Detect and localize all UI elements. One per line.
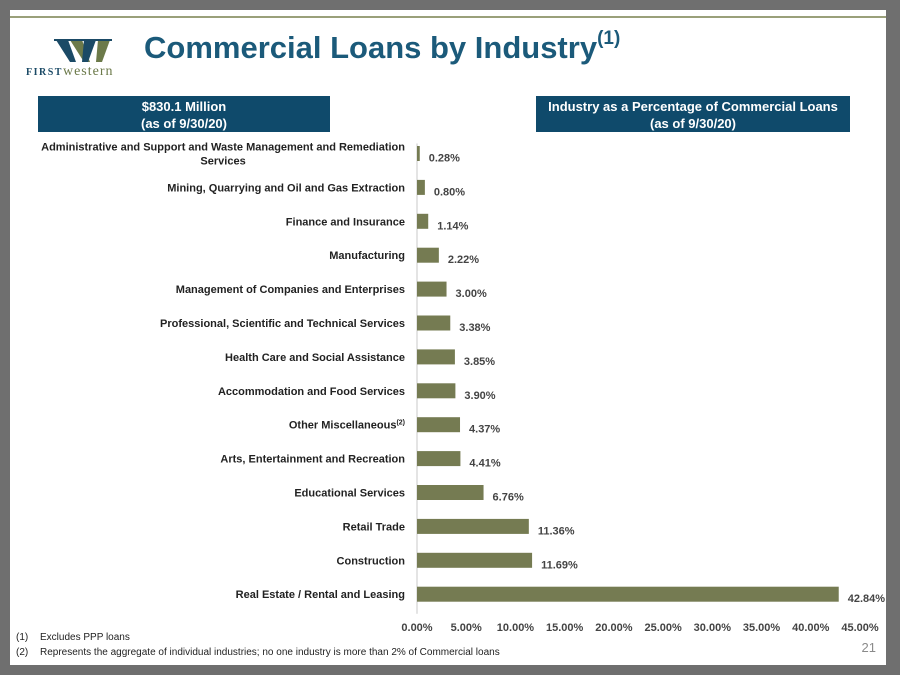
- category-label: Finance and Insurance: [286, 216, 405, 228]
- bar: [417, 451, 460, 466]
- bar: [417, 519, 529, 534]
- bar-value-label: 0.80%: [434, 186, 465, 198]
- bar-value-label: 11.69%: [541, 559, 578, 571]
- bar: [417, 485, 484, 500]
- bar-value-label: 3.38%: [459, 322, 490, 334]
- x-tick-label: 40.00%: [792, 622, 830, 634]
- page-number: 21: [862, 640, 876, 655]
- bar: [417, 316, 450, 331]
- bar-value-label: 3.90%: [464, 390, 495, 402]
- category-label-continued: Services: [200, 156, 245, 168]
- bar-value-label: 2.22%: [448, 254, 479, 266]
- x-tick-label: 20.00%: [595, 622, 633, 634]
- category-label: Construction: [337, 555, 406, 567]
- bar-value-label: 4.41%: [469, 458, 500, 470]
- bar: [417, 553, 532, 568]
- x-tick-label: 45.00%: [841, 622, 879, 634]
- footnotes: (1) Excludes PPP loans (2) Represents the …: [16, 630, 500, 660]
- category-label: Accommodation and Food Services: [218, 386, 405, 398]
- footnote-2-number: (2): [16, 645, 40, 660]
- bar-value-label: 3.00%: [456, 288, 487, 300]
- category-label: Professional, Scientific and Technical S…: [160, 318, 405, 330]
- category-label: Other Miscellaneous(2): [289, 420, 405, 432]
- bar: [417, 349, 455, 364]
- slide: FIRSTwestern Commercial Loans by Industr…: [10, 10, 886, 665]
- bar: [417, 180, 425, 195]
- x-tick-label: 30.00%: [694, 622, 732, 634]
- category-label: Educational Services: [294, 488, 405, 500]
- category-label: Health Care and Social Assistance: [225, 352, 405, 364]
- category-label: Management of Companies and Enterprises: [176, 284, 405, 296]
- footnote-2: (2) Represents the aggregate of individua…: [16, 645, 500, 660]
- bar-value-label: 11.36%: [538, 525, 575, 537]
- bar: [417, 146, 420, 161]
- footnote-1-number: (1): [16, 630, 40, 645]
- bar: [417, 417, 460, 432]
- footnote-2-text: Represents the aggregate of individual i…: [40, 647, 500, 658]
- bar-value-label: 3.85%: [464, 356, 495, 368]
- category-label: Real Estate / Rental and Leasing: [236, 589, 405, 601]
- footnote-1-text: Excludes PPP loans: [40, 632, 130, 643]
- industry-bar-chart: 0.28% Administrative and Support and Wast…: [10, 10, 886, 665]
- bar-value-label: 1.14%: [437, 220, 468, 232]
- category-label: Administrative and Support and Waste Man…: [41, 142, 405, 154]
- bar-value-label: 4.37%: [469, 424, 500, 436]
- category-label: Manufacturing: [329, 250, 405, 262]
- category-label: Arts, Entertainment and Recreation: [220, 454, 405, 466]
- bar: [417, 282, 447, 297]
- bar: [417, 248, 439, 263]
- bar-value-label: 0.28%: [429, 153, 460, 165]
- x-tick-label: 35.00%: [743, 622, 781, 634]
- bar-value-label: 42.84%: [848, 593, 886, 605]
- bar: [417, 587, 839, 602]
- x-tick-label: 10.00%: [497, 622, 535, 634]
- bar: [417, 214, 428, 229]
- x-tick-label: 15.00%: [546, 622, 584, 634]
- category-label: Mining, Quarrying and Oil and Gas Extrac…: [167, 182, 405, 194]
- bar-value-label: 6.76%: [493, 492, 524, 504]
- bar: [417, 383, 455, 398]
- category-label: Retail Trade: [343, 521, 405, 533]
- footnote-1: (1) Excludes PPP loans: [16, 630, 500, 645]
- x-tick-label: 25.00%: [644, 622, 682, 634]
